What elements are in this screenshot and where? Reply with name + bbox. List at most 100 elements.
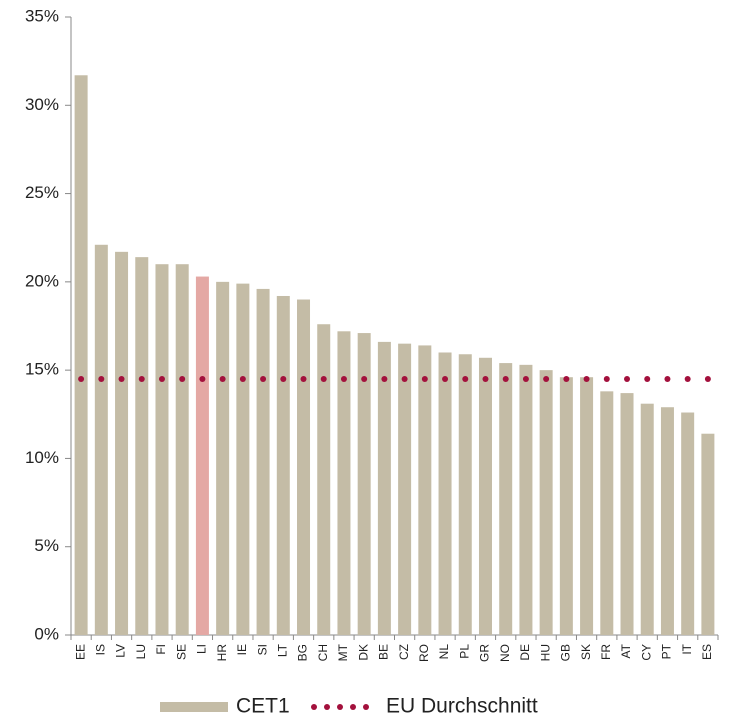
x-tick-label: NO [498, 644, 512, 662]
bar [438, 352, 452, 635]
x-tick-label: SK [579, 644, 593, 660]
bar [337, 331, 351, 635]
bar [94, 244, 108, 635]
average-dot [98, 375, 105, 382]
bar [701, 433, 715, 635]
bar [620, 393, 634, 635]
x-tick-label: AT [619, 643, 633, 658]
average-dot [624, 375, 631, 382]
average-dot [603, 375, 610, 382]
x-tick-label: IS [94, 644, 108, 655]
x-tick-label: FR [599, 644, 613, 660]
bar [115, 251, 129, 635]
average-dot [320, 375, 327, 382]
x-tick-label: SE [174, 644, 188, 660]
x-tick-label: HU [538, 644, 552, 661]
x-tick-label: DE [518, 644, 532, 661]
x-tick-label: PL [457, 644, 471, 659]
bar [418, 345, 432, 635]
bar [458, 354, 472, 635]
x-tick-label: IT [680, 643, 694, 654]
average-dot [543, 375, 550, 382]
bar [539, 370, 553, 635]
average-dot [138, 375, 145, 382]
y-tick-label: 30% [25, 95, 59, 114]
bar [600, 391, 614, 635]
average-dot [300, 375, 307, 382]
bar [640, 403, 654, 635]
bar [135, 257, 149, 635]
x-tick-label: CY [639, 644, 653, 661]
bar [681, 412, 695, 635]
y-tick-label: 0% [34, 624, 59, 643]
x-tick-label: NL [437, 644, 451, 660]
average-dot [664, 375, 671, 382]
x-tick-label: LV [114, 644, 128, 658]
x-tick-label: FI [154, 644, 168, 655]
average-dot [462, 375, 469, 382]
bar [499, 363, 513, 635]
bar [74, 75, 88, 636]
x-tick-label: BG [296, 644, 310, 661]
bar [256, 288, 270, 635]
average-dot [340, 375, 347, 382]
legend-dot [350, 704, 356, 710]
average-dot [684, 375, 691, 382]
average-dot [199, 375, 206, 382]
average-dot [381, 375, 388, 382]
x-tick-label: CH [316, 644, 330, 661]
y-tick-label: 35% [25, 6, 59, 25]
average-dot [644, 375, 651, 382]
bar [377, 341, 391, 635]
average-dot [583, 375, 590, 382]
legend-dot [324, 704, 330, 710]
average-dot [482, 375, 489, 382]
average-dot [502, 375, 509, 382]
y-tick-label: 15% [25, 360, 59, 379]
average-dot [421, 375, 428, 382]
x-tick-label: GB [559, 644, 573, 661]
y-tick-label: 10% [25, 448, 59, 467]
legend-label: CET1 [236, 695, 290, 718]
y-tick-label: 25% [25, 183, 59, 202]
x-tick-label: SI [255, 644, 269, 655]
average-dot [401, 375, 408, 382]
average-dot [361, 375, 368, 382]
bar [155, 264, 169, 635]
bar [660, 407, 674, 635]
average-dot [78, 375, 85, 382]
legend-swatch [160, 702, 228, 712]
x-tick-label: IE [235, 644, 249, 655]
average-dot [280, 375, 287, 382]
bar [559, 377, 573, 635]
average-dot [563, 375, 570, 382]
x-tick-label: PT [660, 643, 674, 659]
average-dot [239, 375, 246, 382]
bar [519, 364, 533, 635]
bar [357, 333, 371, 635]
bar [317, 324, 331, 635]
x-tick-label: LT [275, 643, 289, 657]
x-tick-label: LI [195, 644, 209, 654]
x-tick-label: BE [377, 644, 391, 660]
x-tick-label: EE [73, 644, 87, 660]
bar [297, 299, 311, 635]
average-dot [158, 375, 165, 382]
bar [216, 281, 230, 635]
legend-dot [337, 704, 343, 710]
bar [398, 343, 412, 635]
average-dot [219, 375, 226, 382]
bar [195, 276, 209, 635]
average-dot [260, 375, 267, 382]
x-tick-label: MT [336, 643, 350, 661]
bar [236, 283, 250, 635]
x-tick-label: ES [700, 644, 714, 660]
average-dot [522, 375, 529, 382]
x-tick-label: GR [478, 644, 492, 662]
x-tick-label: HR [215, 644, 229, 662]
bar [276, 295, 290, 635]
y-tick-label: 20% [25, 271, 59, 290]
average-dot [118, 375, 125, 382]
x-tick-label: CZ [397, 644, 411, 660]
